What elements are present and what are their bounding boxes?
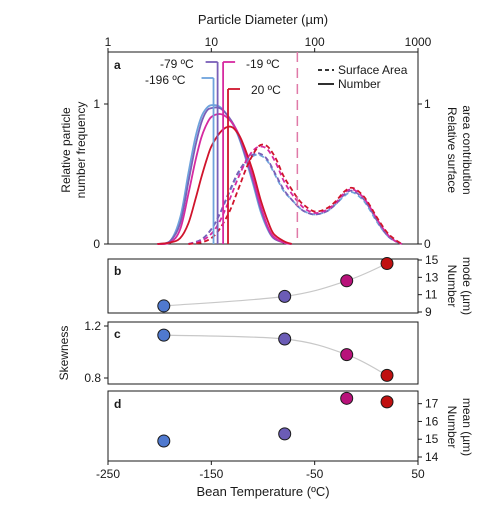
series-surface-7 <box>188 143 403 245</box>
ytick-label-3: 15 <box>425 253 439 267</box>
panel-a-ytick-right-0: 0 <box>424 237 431 251</box>
point-2 <box>340 391 354 405</box>
bottom-tick-label-2: -50 <box>306 467 324 481</box>
annotation-20: 20 ºC <box>251 83 281 97</box>
annotation-m19: -19 ºC <box>246 57 280 71</box>
panel-b-ylabel-line2: mode (µm) <box>460 257 474 315</box>
point-1 <box>278 289 292 303</box>
series-number-0 <box>157 104 292 245</box>
top-tick-label-1: 10 <box>205 35 219 49</box>
panel-a-ylabel-left-line1: Relative particle <box>59 107 73 193</box>
ytick-label-0: 9 <box>425 305 432 319</box>
panel-a-ytick-1: 1 <box>93 97 100 111</box>
panel-a-vlines <box>201 52 299 244</box>
panel-a-ylabel-right-line2: area contribution <box>460 105 474 194</box>
panel-d-frame <box>107 390 419 462</box>
panel-a: a Particle Diameter (µm) 1 10 100 1000 0 1 … <box>59 12 474 251</box>
fit-line <box>163 262 388 307</box>
ytick-label-2: 13 <box>425 270 439 284</box>
point-3 <box>380 368 394 382</box>
top-tick-label-0: 1 <box>105 35 112 49</box>
bottom-tick-label-3: 50 <box>411 467 425 481</box>
panel-d-label: d <box>114 397 121 411</box>
bottom-axis-title: Bean Temperature (ºC) <box>196 484 329 499</box>
bottom-axis-ticks: -250 -150 -50 50 <box>96 461 425 481</box>
point-0 <box>157 299 171 313</box>
legend-item-number: Number <box>338 77 381 91</box>
top-axis-title: Particle Diameter (µm) <box>198 12 328 27</box>
point-0 <box>157 434 171 448</box>
panel-b: b 9 11 13 15 Number mode (µm) <box>107 253 474 319</box>
ytick-label-0: 14 <box>425 450 439 464</box>
panel-a-frame <box>107 51 419 245</box>
panel-b-ylabel-line1: Number <box>445 265 459 308</box>
panel-d-ylabel-line2: mean (µm) <box>460 398 474 456</box>
panel-b-plot: 9 11 13 15 <box>157 253 439 319</box>
series-number-3 <box>157 125 293 245</box>
point-1 <box>278 427 292 441</box>
ytick-label-1: 15 <box>425 432 439 446</box>
panel-a-ytick-0: 0 <box>93 237 100 251</box>
panel-c-frame <box>107 321 419 385</box>
panel-c-ylabel: Skewness <box>57 326 71 381</box>
ytick-label-1: 1.2 <box>84 319 101 333</box>
bottom-tick-label-0: -250 <box>96 467 120 481</box>
ytick-label-1: 11 <box>425 288 438 302</box>
top-tick-label-2: 100 <box>305 35 325 49</box>
point-1 <box>278 332 292 346</box>
panel-d-ylabel-line1: Number <box>445 406 459 449</box>
panel-a-ytick-right-1: 1 <box>424 97 431 111</box>
point-2 <box>340 274 354 288</box>
point-0 <box>157 328 171 342</box>
ytick-label-3: 17 <box>425 397 439 411</box>
annotation-m196: -196 ºC <box>145 73 186 87</box>
point-2 <box>340 348 354 362</box>
panel-a-curves <box>157 104 403 246</box>
panel-c-label: c <box>114 327 121 341</box>
panel-c-plot: 0.8 1.2 <box>84 319 394 385</box>
panel-d-plot: 14 15 16 17 <box>157 391 439 464</box>
top-tick-label-3: 1000 <box>405 35 432 49</box>
top-axis-ticks: 1 10 100 1000 <box>105 35 432 52</box>
legend-item-surface-area: Surface Area <box>338 63 408 77</box>
panel-b-frame <box>107 258 419 314</box>
annotation-m79: -79 ºC <box>160 57 194 71</box>
legend: Surface Area Number <box>318 63 408 91</box>
bottom-tick-label-1: -150 <box>199 467 223 481</box>
point-3 <box>380 395 394 409</box>
panel-a-label: a <box>114 58 121 72</box>
fit-line <box>163 334 388 376</box>
panel-d: d 14 15 16 17 Number mean (µm) -250 -150 -50 5… <box>96 390 474 499</box>
point-3 <box>380 256 394 270</box>
panel-a-ylabel-right-line1: Relative surface <box>445 107 459 193</box>
panel-b-label: b <box>114 264 121 278</box>
panel-a-ylabel-left-line2: number frequency <box>74 102 88 199</box>
panel-c: c 0.8 1.2 Skewness <box>57 319 419 385</box>
ytick-label-2: 16 <box>425 414 439 428</box>
ytick-label-0: 0.8 <box>84 371 101 385</box>
